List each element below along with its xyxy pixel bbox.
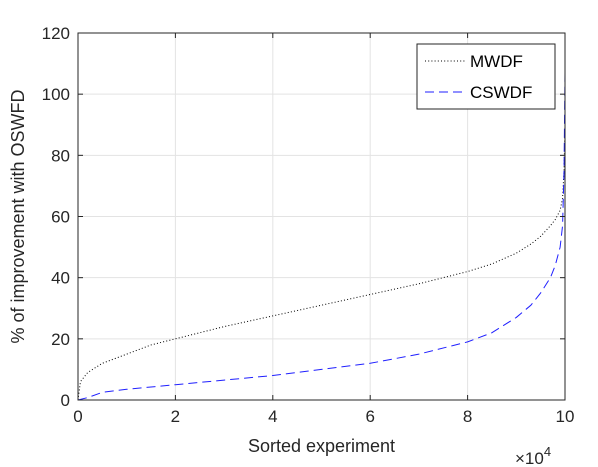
x-exponent-label: ×104 [515, 444, 551, 467]
legend-box [416, 43, 556, 110]
x-tick-label: 8 [463, 407, 472, 426]
y-axis-label: % of improvement with OSWFD [8, 89, 28, 343]
x-exponent-power: 4 [544, 444, 551, 459]
series-line-mwdf [77, 124, 566, 401]
y-tick-label: 100 [42, 85, 70, 104]
y-tick-label: 0 [61, 391, 70, 410]
x-exponent-base: ×10 [515, 449, 544, 467]
legend-label-cswdf: CSWDF [470, 83, 532, 102]
x-tick-label: 2 [171, 407, 180, 426]
y-tick-label: 80 [51, 146, 70, 165]
legend-label-mwdf: MWDF [470, 52, 523, 71]
series-lines [77, 72, 566, 401]
series-line-cswdf [77, 72, 566, 401]
y-tick-label: 20 [51, 330, 70, 349]
y-tick-label: 120 [42, 24, 70, 43]
x-tick-label: 4 [268, 407, 277, 426]
x-axis-label: Sorted experiment [248, 436, 395, 456]
x-tick-label: 0 [73, 407, 82, 426]
x-tick-label: 10 [556, 407, 575, 426]
y-tick-label: 60 [51, 208, 70, 227]
legend: MWDF CSWDF [416, 43, 556, 110]
x-tick-label: 6 [365, 407, 374, 426]
y-tick-label: 40 [51, 269, 70, 288]
